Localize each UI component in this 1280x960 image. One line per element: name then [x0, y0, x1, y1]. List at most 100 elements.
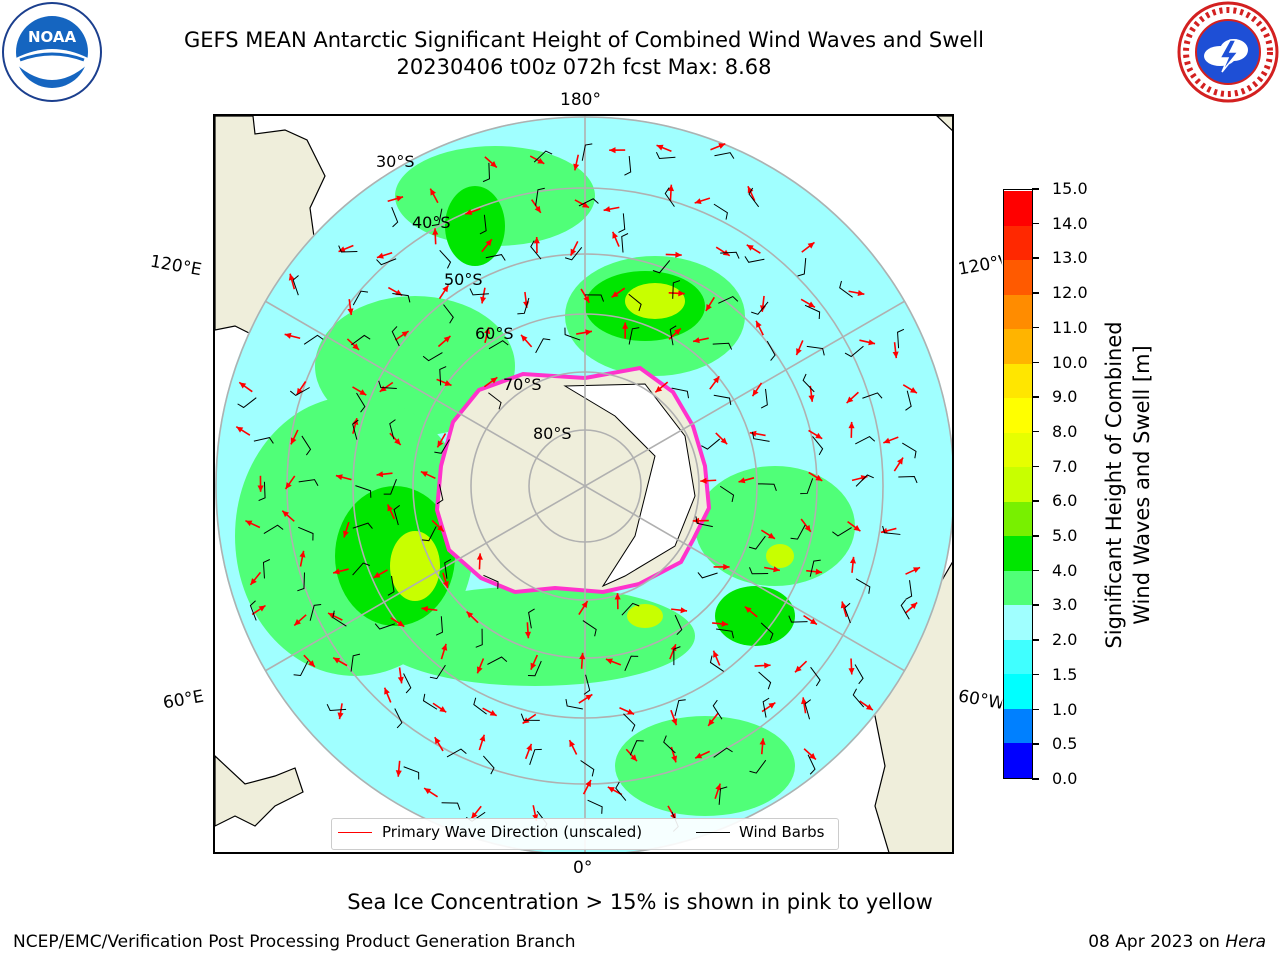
- colorbar-tick-label: 6.0: [1031, 491, 1077, 510]
- wave-arrow-head: [537, 158, 545, 164]
- wave-arrow-head: [333, 568, 340, 575]
- wave-arrow-head: [603, 206, 611, 213]
- wind-barb: [664, 187, 675, 207]
- wind-barb: [297, 572, 306, 592]
- wave-arrow-head: [892, 351, 899, 359]
- colorbar-tick-label: 15.0: [1032, 179, 1088, 198]
- wave-arrow-head: [627, 708, 635, 715]
- wind-barb: [434, 439, 450, 454]
- wave-arrow-head: [655, 385, 663, 393]
- wave-direction-swatch: [338, 832, 372, 833]
- colorbar-tick-label: 1.0: [1031, 700, 1077, 719]
- colorbar-segment: [1004, 190, 1032, 226]
- wave-arrow-head: [865, 704, 873, 711]
- footer-host: Hera: [1225, 932, 1266, 952]
- svg-text:NOAA: NOAA: [28, 28, 77, 46]
- wind-barb: [806, 345, 825, 356]
- wind-barb: [748, 187, 760, 208]
- wave-arrow-head: [337, 712, 344, 720]
- wave-arrow-head: [250, 578, 257, 585]
- wind-barb-swatch: [696, 832, 730, 833]
- footer-date: 08 Apr 2023 on Hera: [1088, 932, 1266, 952]
- wave-arrow-head: [692, 517, 700, 524]
- wind-barb: [900, 599, 910, 620]
- wave-arrow-head: [484, 327, 491, 335]
- lon-label-120e: 120°E: [148, 251, 204, 281]
- wind-barb: [578, 198, 599, 207]
- wave-arrow-head: [840, 601, 847, 609]
- wave-arrow-head: [809, 753, 816, 760]
- map-legend: Primary Wave Direction (unscaled) Wind B…: [331, 818, 839, 850]
- wind-barb: [403, 766, 420, 780]
- wave-arrow-head: [795, 665, 802, 673]
- wind-barb: [695, 516, 713, 528]
- wave-arrow-head: [387, 504, 394, 512]
- wind-barb: [392, 293, 411, 303]
- wave-arrow-head: [705, 304, 712, 311]
- wind-barb: [533, 150, 553, 163]
- wind-barb: [716, 628, 734, 639]
- wave-arrow-head: [569, 740, 576, 748]
- wind-barb: [751, 301, 769, 315]
- wind-barb: [326, 703, 347, 712]
- colorbar-segment: [1004, 225, 1032, 261]
- wind-barb: [810, 666, 821, 687]
- wave-arrow-head: [437, 440, 444, 448]
- wind-barb: [443, 304, 454, 324]
- colorbar-segment: [1004, 708, 1032, 744]
- wave-arrow-head: [848, 668, 855, 675]
- wind-barb: [674, 614, 683, 636]
- wind-barb: [757, 483, 777, 491]
- wave-arrow-head: [585, 329, 592, 336]
- wave-arrow-head: [807, 242, 815, 249]
- wind-barb: [905, 390, 912, 411]
- chart-subtitle-forecast: 20230406 t00z 072h fcst Max: 8.68: [396, 55, 772, 79]
- wind-barb: [669, 325, 677, 346]
- wave-arrow-head: [909, 387, 917, 394]
- wave-arrow-head: [630, 754, 637, 762]
- wind-barb: [652, 260, 671, 274]
- wave-arrow-head: [421, 606, 429, 613]
- colorbar-tick-label: 10.0: [1032, 353, 1088, 372]
- wind-barb: [807, 754, 816, 775]
- wave-arrow-head: [768, 702, 776, 709]
- wave-arrow-head: [694, 198, 702, 205]
- wind-barb: [429, 664, 446, 680]
- wave-arrow-head: [585, 694, 593, 701]
- wave-arrow-head: [489, 710, 497, 716]
- wave-arrow-head: [868, 339, 876, 346]
- wind-barb: [535, 338, 551, 354]
- wind-barb: [855, 474, 874, 487]
- wave-arrow-head: [432, 228, 439, 235]
- chart-title: GEFS MEAN Antarctic Significant Height o…: [183, 28, 985, 52]
- lon-label-120w: 120°W: [956, 252, 1004, 280]
- wind-barb: [389, 419, 396, 440]
- wave-arrow-head: [607, 786, 615, 793]
- wind-barb: [758, 671, 772, 690]
- lat-label-50s: 50°S: [444, 270, 483, 289]
- wave-arrow-head: [808, 395, 815, 402]
- colorbar-segment: [1004, 397, 1032, 433]
- wave-arrow-head: [809, 618, 817, 625]
- wind-barb: [352, 290, 369, 306]
- wind-barb: [439, 366, 447, 386]
- colorbar-segment: [1004, 363, 1032, 399]
- wave-arrow-head: [723, 563, 730, 571]
- wave-arrow-head: [394, 438, 401, 445]
- wave-arrow-head: [612, 231, 619, 239]
- wave-arrow-head: [715, 783, 722, 791]
- wave-arrow-head: [583, 295, 590, 303]
- wave-arrow-head: [801, 697, 808, 705]
- wind-barbs: [237, 143, 918, 832]
- wave-arrow-head: [424, 788, 432, 795]
- wind-barb: [583, 674, 591, 695]
- wave-arrow-head: [693, 337, 700, 344]
- wind-barb: [744, 256, 765, 263]
- wave-arrow-head: [848, 421, 855, 429]
- wave-arrow-head: [397, 676, 404, 684]
- wind-barb: [697, 572, 718, 579]
- wind-barb: [760, 388, 768, 409]
- colorbar-tick-label: 8.0: [1031, 422, 1077, 441]
- wave-arrow-head: [756, 320, 762, 328]
- colorbar-tick-label: 7.0: [1031, 457, 1077, 476]
